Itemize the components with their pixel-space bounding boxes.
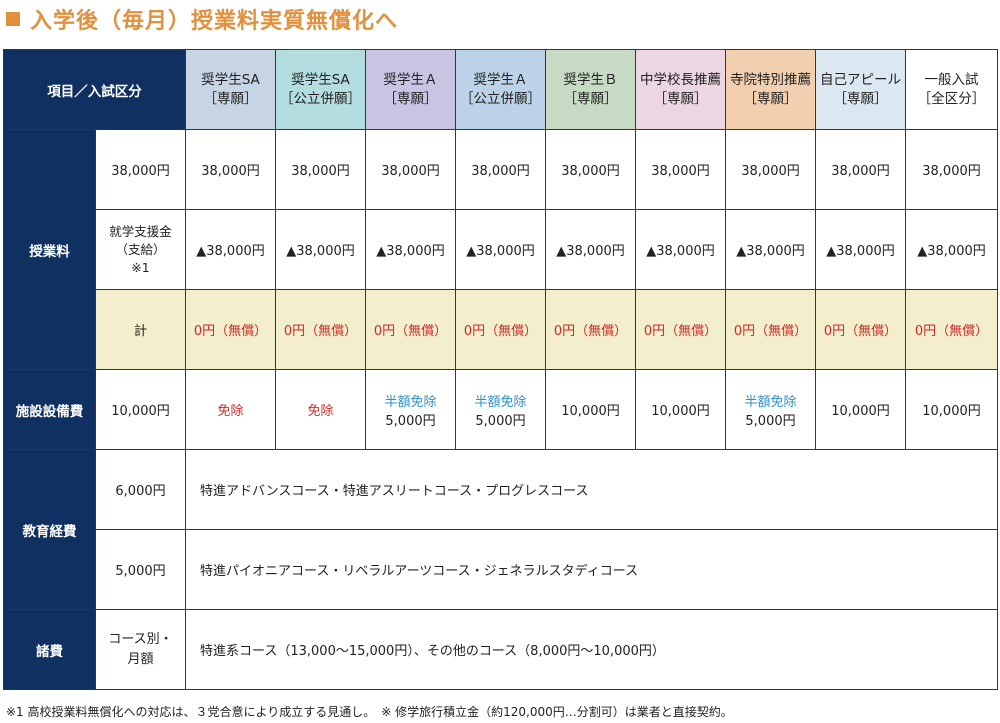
header-col: 奨学生Ａ ［専願］ (365, 49, 456, 130)
cell: ▲38,000円 (545, 209, 636, 290)
cell: 38,000円 (725, 129, 816, 210)
header-col: 一般入試 ［全区分］ (905, 49, 998, 130)
footnote: ※1 高校授業料無償化への対応は、３党合意により成立する見通し。 ※ 修学旅行積… (6, 705, 733, 719)
support-label: 就学支援金 （支給） ※1 (95, 209, 186, 290)
cell: ▲38,000円 (635, 209, 726, 290)
fee-table: 項目／入試区分 奨学生SA ［専願］ 奨学生SA ［公立併願］ 奨学生Ａ ［専願］ 奨… (3, 49, 998, 690)
misc-row: 諸費 コース別・ 月額 特進系コース（13,000〜15,000円）、その他のコ… (3, 609, 998, 690)
cell: 0円（無償） (635, 289, 726, 370)
education-courses: 特進アドバンスコース・特進アスリートコース・プログレスコース (185, 449, 998, 530)
tuition-base-label: 38,000円 (95, 129, 186, 210)
header-row: 項目／入試区分 奨学生SA ［専願］ 奨学生SA ［公立併願］ 奨学生Ａ ［専願］ 奨… (3, 49, 998, 130)
cell: ▲38,000円 (455, 209, 546, 290)
cell: ▲38,000円 (275, 209, 366, 290)
header-col: 奨学生SA ［専願］ (185, 49, 276, 130)
cell: 0円（無償） (815, 289, 906, 370)
cell: ▲38,000円 (905, 209, 998, 290)
cell: 半額免除 5,000円 (725, 369, 816, 450)
header-col: 自己アピール ［専願］ (815, 49, 906, 130)
header-col: 奨学生SA ［公立併願］ (275, 49, 366, 130)
cell: 0円（無償） (455, 289, 546, 370)
cell: 10,000円 (815, 369, 906, 450)
cell: 0円（無償） (905, 289, 998, 370)
cell: 38,000円 (635, 129, 726, 210)
cell: 0円（無償） (275, 289, 366, 370)
cell: ▲38,000円 (365, 209, 456, 290)
tuition-label: 授業料 (3, 129, 96, 370)
education-label: 教育経費 (3, 449, 96, 610)
cell: 0円（無償） (185, 289, 276, 370)
cell: 免除 (275, 369, 366, 450)
page-title: 入学後（毎月）授業料実質無償化へ (6, 4, 398, 34)
facility-label: 施設設備費 (3, 369, 96, 450)
cell: ▲38,000円 (815, 209, 906, 290)
cell: 38,000円 (455, 129, 546, 210)
title-text: 入学後（毎月）授業料実質無償化へ (30, 9, 399, 34)
cell: 0円（無償） (725, 289, 816, 370)
facility-row: 施設設備費 10,000円 免除 免除 半額免除 5,000円 半額免除 5,000… (3, 369, 998, 450)
cell: ▲38,000円 (185, 209, 276, 290)
header-col: 中学校長推薦 ［専願］ (635, 49, 726, 130)
education-row-1: 教育経費 6,000円 特進アドバンスコース・特進アスリートコース・プログレスコ… (3, 449, 998, 610)
corner-header: 項目／入試区分 (3, 49, 186, 130)
education-amount: 5,000円 (95, 529, 186, 610)
header-col: 奨学生Ａ ［公立併願］ (455, 49, 546, 130)
total-label: 計 (95, 289, 186, 370)
header-col: 奨学生Ｂ ［専願］ (545, 49, 636, 130)
cell: 38,000円 (275, 129, 366, 210)
education-row-2: 5,000円 特進パイオニアコース・リベラルアーツコース・ジェネラルスタディコー… (4, 529, 998, 610)
cell: 38,000円 (905, 129, 998, 210)
misc-sub: コース別・ 月額 (95, 609, 186, 690)
cell: 半額免除 5,000円 (455, 369, 546, 450)
cell: 38,000円 (185, 129, 276, 210)
cell: 38,000円 (815, 129, 906, 210)
facility-amount: 10,000円 (95, 369, 186, 450)
cell: 0円（無償） (365, 289, 456, 370)
cell: 免除 (185, 369, 276, 450)
cell: 10,000円 (635, 369, 726, 450)
cell: 半額免除 5,000円 (365, 369, 456, 450)
cell: 38,000円 (545, 129, 636, 210)
tuition-base-row: 授業料 38,000円 38,000円 38,000円 38,000円 38,0… (3, 129, 998, 370)
education-courses: 特進パイオニアコース・リベラルアーツコース・ジェネラルスタディコース (185, 529, 998, 610)
tuition-support-row: 就学支援金 （支給） ※1 ▲38,000円 ▲38,000円 ▲38,000円… (4, 209, 998, 290)
misc-label: 諸費 (3, 609, 96, 690)
misc-text: 特進系コース（13,000〜15,000円）、その他のコース（8,000円〜10… (185, 609, 998, 690)
title-square-icon (6, 12, 20, 26)
cell: 10,000円 (545, 369, 636, 450)
education-amount: 6,000円 (95, 449, 186, 530)
header-col: 寺院特別推薦 ［専願］ (725, 49, 816, 130)
cell: 38,000円 (365, 129, 456, 210)
cell: ▲38,000円 (725, 209, 816, 290)
cell: 10,000円 (905, 369, 998, 450)
cell: 0円（無償） (545, 289, 636, 370)
tuition-total-row: 計 0円（無償） 0円（無償） 0円（無償） 0円（無償） 0円（無償） 0円（… (4, 289, 998, 370)
